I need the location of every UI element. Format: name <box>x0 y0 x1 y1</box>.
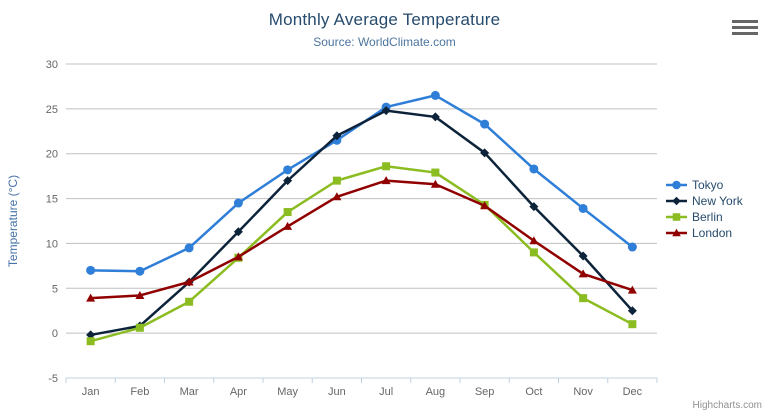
y-axis-title: Temperature (°C) <box>6 174 20 268</box>
hamburger-icon <box>732 26 758 29</box>
legend-marker-diamond-icon <box>666 196 687 206</box>
legend-marker-circle-icon <box>666 180 687 190</box>
legend-marker-square-icon <box>666 213 687 221</box>
gridlines <box>66 63 657 379</box>
svg-text:Aug: Aug <box>426 386 446 398</box>
legend-label: London <box>692 226 733 240</box>
legend-item-tokyo[interactable]: Tokyo <box>666 177 743 193</box>
legend-item-new-york[interactable]: New York <box>666 193 743 209</box>
y-axis-labels: -5 0 5 10 15 20 25 30 <box>46 59 58 385</box>
context-menu-button[interactable] <box>732 19 758 36</box>
series-berlin[interactable] <box>86 162 637 346</box>
chart-title: Monthly Average Temperature <box>268 10 501 29</box>
highcharts-credit[interactable]: Highcharts.com <box>692 400 762 411</box>
legend-item-berlin[interactable]: Berlin <box>666 209 743 225</box>
legend-item-london[interactable]: London <box>666 225 743 241</box>
svg-text:Jan: Jan <box>82 386 100 398</box>
svg-text:Mar: Mar <box>180 386 199 398</box>
series-london[interactable] <box>86 176 637 302</box>
x-axis-labels: Jan Feb Mar Apr May Jun Jul Aug Sep Oct Nov Dec <box>82 386 643 398</box>
series-tokyo[interactable] <box>86 90 637 276</box>
legend-label: New York <box>692 194 743 208</box>
hamburger-icon <box>732 32 758 35</box>
svg-text:30: 30 <box>46 59 58 71</box>
svg-text:20: 20 <box>46 149 58 161</box>
svg-text:-5: -5 <box>48 373 58 385</box>
legend-label: Tokyo <box>692 178 724 192</box>
svg-text:May: May <box>277 386 298 398</box>
series-new-york[interactable] <box>86 106 637 340</box>
legend-marker-triangle-icon <box>666 228 687 237</box>
svg-text:10: 10 <box>46 238 58 250</box>
x-axis <box>65 377 658 383</box>
svg-text:Jun: Jun <box>328 386 346 398</box>
svg-text:Feb: Feb <box>130 386 149 398</box>
svg-text:Oct: Oct <box>525 386 542 398</box>
svg-text:15: 15 <box>46 194 58 206</box>
svg-text:5: 5 <box>52 283 58 295</box>
hamburger-icon <box>732 20 758 23</box>
svg-text:Apr: Apr <box>230 386 247 398</box>
svg-text:25: 25 <box>46 104 58 116</box>
legend: Tokyo New York Berlin London <box>666 177 743 241</box>
svg-text:Nov: Nov <box>573 386 593 398</box>
svg-text:Jul: Jul <box>379 386 393 398</box>
svg-text:Dec: Dec <box>623 386 643 398</box>
svg-text:0: 0 <box>52 328 58 340</box>
chart-subtitle: Source: WorldClimate.com <box>313 35 456 49</box>
svg-text:Sep: Sep <box>475 386 495 398</box>
legend-label: Berlin <box>692 210 723 224</box>
